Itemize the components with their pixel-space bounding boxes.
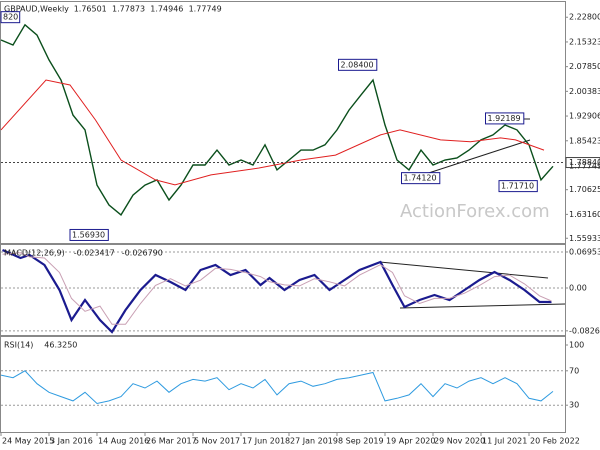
series-line <box>2 252 552 325</box>
series-line <box>2 248 552 334</box>
panel-reading: 46.3250 <box>44 341 77 350</box>
annotation-label: 1.92189 <box>488 114 521 123</box>
x-tick-label: 27 Jan 2019 <box>290 437 338 446</box>
y-tick-label: 1.63160 <box>569 210 600 219</box>
panel <box>0 23 565 216</box>
x-tick-label: 26 Mar 2017 <box>146 437 197 446</box>
y-tick-label: 70 <box>569 366 579 375</box>
trend-line <box>379 261 549 279</box>
panel-frame <box>0 1 566 244</box>
annotation-box <box>69 228 109 241</box>
x-tick-label: 11 Jul 2021 <box>482 437 527 446</box>
panel-reading: 1.77749 <box>189 5 222 14</box>
y-tick-label: 2.00383 <box>569 87 600 96</box>
series-line <box>0 23 554 216</box>
panel-title: RSI(14) <box>4 341 33 350</box>
panel-frame <box>0 244 566 336</box>
panel-reading: -0.023417 <box>74 249 115 258</box>
x-tick-label: 24 May 2015 <box>2 437 54 446</box>
annotation-box <box>498 180 538 193</box>
annotation-label: 1.56930 <box>72 230 105 239</box>
price-label: 1.77749 <box>569 162 600 171</box>
trend-line <box>399 303 566 309</box>
plot-layer: GBPAUD,Weekly 1.76501 1.77873 1.74946 1.7774… <box>0 5 600 446</box>
y-tick-label: 100 <box>569 341 584 350</box>
annotation-box <box>485 112 525 125</box>
y-tick-label: 0.069533 <box>569 247 600 256</box>
panel-reading: -0.026790 <box>122 249 163 258</box>
y-tick-label: 0.00 <box>569 284 587 293</box>
series-line <box>0 370 554 405</box>
panel <box>0 370 565 406</box>
y-tick-label: 1.85423 <box>569 136 600 145</box>
x-tick-label: 3 Jan 2016 <box>50 437 93 446</box>
annotation-label: 820 <box>3 13 18 22</box>
y-tick-label: 2.22800 <box>569 13 600 22</box>
x-tick-label: 8 Sep 2019 <box>338 437 384 446</box>
watermark: ActionForex.com <box>400 201 550 222</box>
annotation-box <box>338 58 378 71</box>
x-tick-label: 5 Nov 2017 <box>194 437 240 446</box>
annotation-box <box>401 172 441 185</box>
panel-title: GBPAUD,Weekly <box>4 5 69 14</box>
y-tick-label: 1.70625 <box>569 185 600 194</box>
panel-reading: 1.76501 <box>74 5 107 14</box>
price-box <box>565 157 600 169</box>
panel-reading: 1.74946 <box>150 5 183 14</box>
annotation-label: 2.08400 <box>341 60 374 69</box>
panel-reading: 1.77873 <box>112 5 145 14</box>
y-tick-label: 2.15323 <box>569 37 600 46</box>
annotation-label: 1.71710 <box>501 182 534 191</box>
x-tick-label: 20 Feb 2022 <box>530 437 580 446</box>
annotation-label: 1.74120 <box>404 174 437 183</box>
series-line <box>0 79 545 186</box>
price-label: 1.78840 <box>569 158 600 167</box>
y-tick-label: 1.55933 <box>569 234 600 243</box>
panel-title: MACD(12,26,9) <box>4 249 65 258</box>
y-tick-label: 2.07850 <box>569 62 600 71</box>
panel-frame <box>0 336 566 433</box>
x-tick-label: 17 Jun 2018 <box>242 437 290 446</box>
annotation-box <box>0 11 21 24</box>
x-tick-label: 29 Nov 2020 <box>434 437 485 446</box>
y-tick-label: 30 <box>569 401 579 410</box>
x-tick-label: 14 Aug 2016 <box>98 437 149 446</box>
x-tick-label: 19 Apr 2020 <box>386 437 435 446</box>
y-tick-label: -0.082661 <box>569 326 600 335</box>
panel <box>1 248 565 334</box>
y-tick-label: 1.92906 <box>569 112 600 121</box>
